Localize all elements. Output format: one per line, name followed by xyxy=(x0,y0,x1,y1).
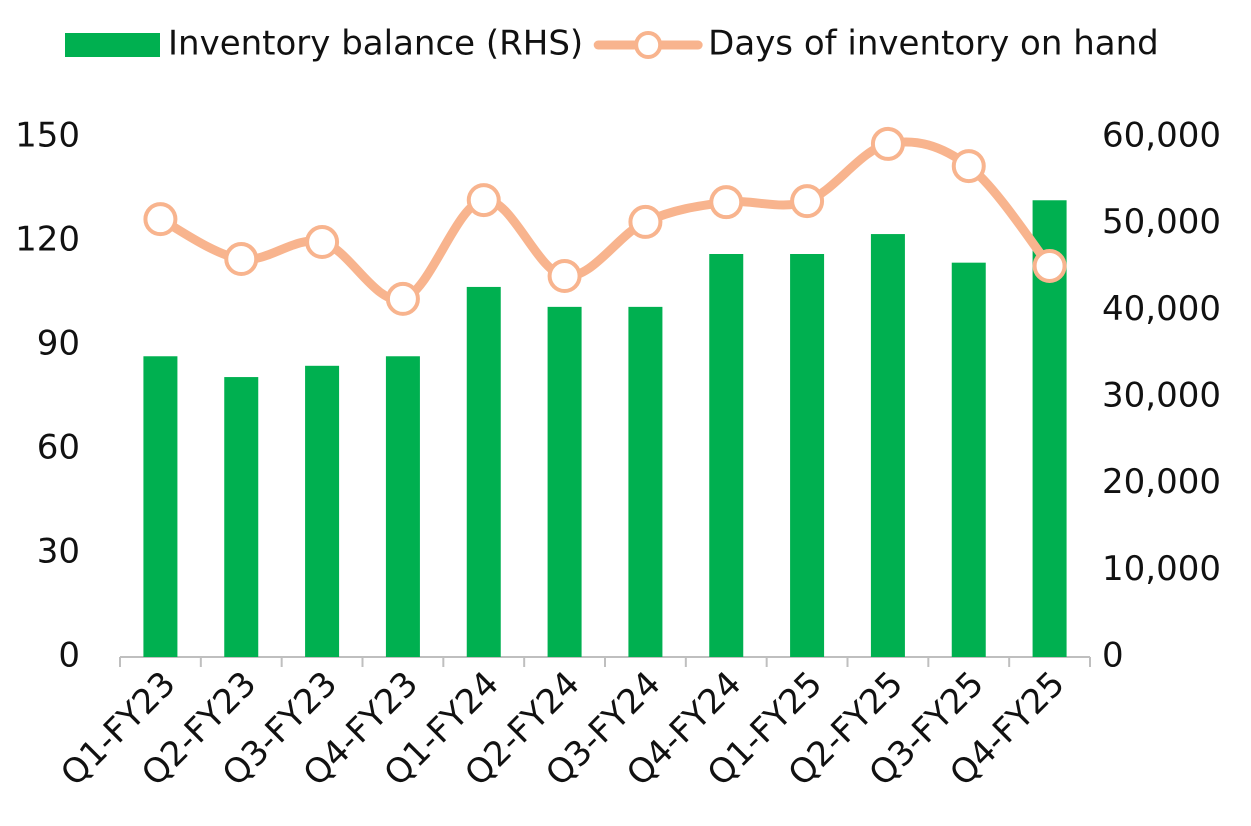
bar xyxy=(385,356,420,657)
line-marker xyxy=(709,185,744,220)
line-marker xyxy=(951,149,986,184)
y2-tick-label: 20,000 xyxy=(1102,462,1221,502)
y-tick-label: 60 xyxy=(37,428,80,468)
bar xyxy=(143,356,178,657)
bar xyxy=(547,306,582,657)
line-marker xyxy=(870,126,905,161)
y2-tick-label: 10,000 xyxy=(1102,549,1221,589)
line-marker xyxy=(790,184,825,219)
y-tick-label: 120 xyxy=(15,220,80,260)
line-marker xyxy=(628,204,663,239)
bar xyxy=(870,234,905,658)
bar xyxy=(305,365,340,657)
line-marker xyxy=(305,225,340,260)
bar xyxy=(628,306,663,657)
legend-marker xyxy=(634,31,663,59)
line-marker xyxy=(385,281,420,316)
y2-tick-label: 40,000 xyxy=(1102,289,1221,329)
bar xyxy=(224,377,259,657)
line xyxy=(155,137,1055,304)
legend-swatch xyxy=(65,33,160,57)
y-tick-label: 30 xyxy=(37,532,80,572)
bar xyxy=(951,262,986,657)
line-marker xyxy=(143,202,178,237)
legend-label: Inventory balance (RHS) xyxy=(168,24,583,64)
y2-tick-label: 0 xyxy=(1102,636,1124,676)
y2-tick-label: 50,000 xyxy=(1102,202,1221,242)
y2-tick-label: 30,000 xyxy=(1102,376,1221,416)
y-tick-label: 0 xyxy=(58,636,80,676)
line-marker xyxy=(466,183,501,218)
y2-tick-label: 60,000 xyxy=(1102,116,1221,156)
bar xyxy=(790,254,825,657)
bar xyxy=(466,286,501,657)
line-marker xyxy=(224,242,259,277)
bar xyxy=(709,254,744,657)
y-tick-label: 150 xyxy=(15,116,80,156)
legend-label: Days of inventory on hand xyxy=(708,24,1159,64)
line-marker xyxy=(1032,248,1067,283)
y-tick-label: 90 xyxy=(37,324,80,364)
line-marker xyxy=(547,259,582,294)
